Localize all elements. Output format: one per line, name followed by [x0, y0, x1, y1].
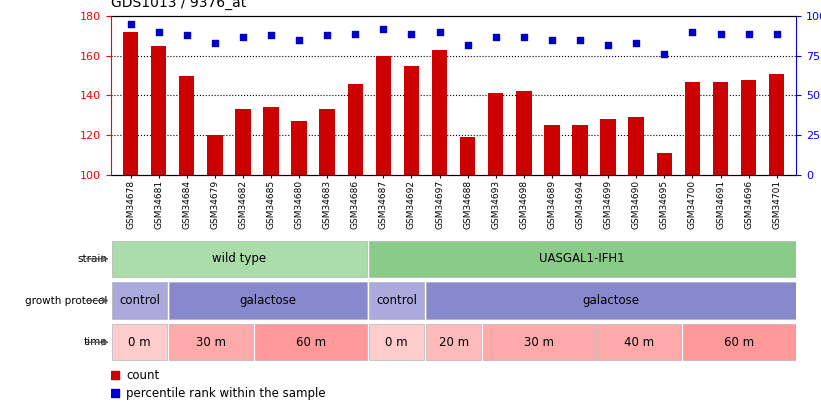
Bar — [657, 153, 672, 175]
Bar — [404, 66, 420, 175]
Point — [433, 29, 446, 35]
Point — [321, 32, 334, 38]
Text: strain: strain — [77, 254, 108, 264]
Bar — [369, 324, 424, 360]
Bar — [426, 282, 796, 319]
Point — [573, 37, 586, 43]
Point — [180, 32, 193, 38]
Text: GDS1013 / 9376_at: GDS1013 / 9376_at — [111, 0, 246, 10]
Text: control: control — [119, 294, 160, 307]
Bar — [151, 46, 167, 175]
Point — [349, 30, 362, 37]
Bar — [207, 135, 222, 175]
Bar — [460, 137, 475, 175]
Point — [292, 37, 305, 43]
Bar — [629, 117, 644, 175]
Point — [405, 30, 418, 37]
Bar — [319, 109, 335, 175]
Text: 0 m: 0 m — [385, 336, 408, 349]
Point — [770, 30, 783, 37]
Text: 30 m: 30 m — [525, 336, 554, 349]
Point — [489, 34, 502, 40]
Bar — [426, 324, 481, 360]
Point — [377, 26, 390, 32]
Point — [658, 51, 671, 58]
Text: 30 m: 30 m — [196, 336, 226, 349]
Point — [236, 34, 250, 40]
Point — [327, 146, 340, 152]
Text: 0 m: 0 m — [128, 336, 151, 349]
Point — [461, 41, 475, 48]
Point — [545, 37, 558, 43]
Point — [714, 30, 727, 37]
Text: wild type: wild type — [213, 252, 267, 265]
Point — [630, 40, 643, 46]
Point — [602, 41, 615, 48]
Point — [209, 40, 222, 46]
Bar — [432, 50, 447, 175]
Point — [264, 32, 277, 38]
Text: growth protocol: growth protocol — [25, 296, 108, 305]
Text: time: time — [84, 337, 108, 347]
Bar — [600, 119, 616, 175]
Bar — [235, 109, 250, 175]
Bar — [516, 92, 531, 175]
Text: percentile rank within the sample: percentile rank within the sample — [126, 387, 326, 400]
Bar — [369, 241, 796, 277]
Bar — [347, 83, 363, 175]
Bar — [572, 125, 588, 175]
Point — [517, 34, 530, 40]
Text: galactose: galactose — [582, 294, 640, 307]
Bar — [369, 282, 424, 319]
Bar — [112, 282, 167, 319]
Bar — [255, 324, 367, 360]
Bar — [685, 81, 700, 175]
Point — [742, 30, 755, 37]
Text: 20 m: 20 m — [438, 336, 469, 349]
Bar — [713, 81, 728, 175]
Bar — [488, 94, 503, 175]
Bar — [769, 74, 784, 175]
Text: count: count — [126, 369, 159, 382]
Text: 60 m: 60 m — [296, 336, 326, 349]
Text: galactose: galactose — [240, 294, 296, 307]
Bar — [264, 107, 278, 175]
Bar — [741, 79, 756, 175]
Point — [686, 29, 699, 35]
Bar — [123, 32, 138, 175]
Bar — [483, 324, 595, 360]
Text: control: control — [376, 294, 417, 307]
Point — [152, 29, 165, 35]
Bar — [544, 125, 560, 175]
Bar — [179, 76, 195, 175]
Bar — [376, 56, 391, 175]
Bar — [598, 324, 681, 360]
Bar — [169, 282, 367, 319]
Text: 60 m: 60 m — [724, 336, 754, 349]
Text: 40 m: 40 m — [624, 336, 654, 349]
Point — [327, 312, 340, 318]
Text: UASGAL1-IFH1: UASGAL1-IFH1 — [539, 252, 625, 265]
Bar — [683, 324, 796, 360]
Bar — [112, 324, 167, 360]
Bar — [169, 324, 253, 360]
Point — [124, 21, 137, 28]
Bar — [291, 121, 307, 175]
Bar — [112, 241, 367, 277]
